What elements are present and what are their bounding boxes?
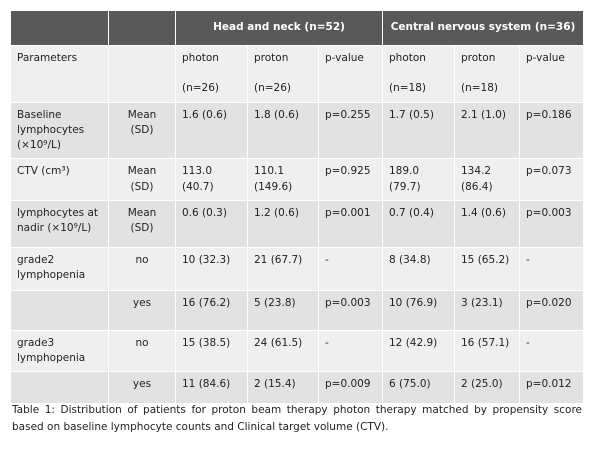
table-cell: 1.4 (0.6): [454, 199, 520, 248]
header-cell: [10, 10, 109, 46]
table-cell: grade3 lymphopenia: [10, 329, 109, 373]
table-cell: Parameters: [10, 45, 109, 103]
table-cell: grade2 lymphopenia: [10, 246, 109, 291]
table-row: grade3 lymphopenia no 15 (38.5) 24 (61.5) -1…: [10, 329, 584, 373]
table-cell: 113.0 (40.7): [175, 158, 248, 201]
table-cell: no: [108, 329, 176, 373]
table-body: Head and neck (n=52) Central nervous sys…: [10, 10, 584, 405]
table-cell: p=0.001: [318, 199, 383, 248]
header-row: Head and neck (n=52) Central nervous sys…: [10, 10, 584, 46]
table-cell: p=0.009: [318, 371, 383, 405]
table-cell: 12 (42.9): [382, 329, 455, 373]
table-cell: p=0.073: [519, 158, 584, 201]
table-cell: 1.8 (0.6): [247, 101, 319, 160]
table-cell: 2 (15.4): [247, 371, 319, 405]
table-row: lymphocytes at nadir (×10⁹/L) Mean (SD) 0.…: [10, 199, 584, 248]
table-cell: CTV (cm³): [10, 158, 109, 201]
header-cell: Central nervous system (n=36): [382, 10, 584, 46]
header-cell: [108, 10, 176, 46]
table-cell: -: [318, 329, 383, 373]
table-cell: p=0.020: [519, 289, 584, 331]
table-cell: 1.6 (0.6): [175, 101, 248, 160]
table-cell: [108, 45, 176, 103]
table-cell: 0.7 (0.4): [382, 199, 455, 248]
table-cell: photon (n=26): [175, 45, 248, 103]
table-cell: 110.1 (149.6): [247, 158, 319, 201]
table-cell: -: [519, 329, 584, 373]
table-cell: p=0.925: [318, 158, 383, 201]
table-cell: 2 (25.0): [454, 371, 520, 405]
table-cell: p=0.003: [519, 199, 584, 248]
table-cell: p=0.186: [519, 101, 584, 160]
table-cell: 15 (38.5): [175, 329, 248, 373]
table-cell: p-value: [519, 45, 584, 103]
table-cell: yes: [108, 289, 176, 331]
table-cell: Mean (SD): [108, 101, 176, 160]
table-cell: 1.7 (0.5): [382, 101, 455, 160]
table-cell: [10, 371, 109, 405]
table-cell: 6 (75.0): [382, 371, 455, 405]
table-cell: no: [108, 246, 176, 291]
table-row: grade2 lymphopenia no 10 (32.3) 21 (67.7) -8…: [10, 246, 584, 291]
table-cell: proton (n=26): [247, 45, 319, 103]
table-row: yes 11 (84.6) 2 (15.4) p=0.009 6 (75.0) 2 (25…: [10, 371, 584, 405]
data-table: Head and neck (n=52) Central nervous sys…: [10, 10, 584, 405]
table-cell: 3 (23.1): [454, 289, 520, 331]
table-cell: 0.6 (0.3): [175, 199, 248, 248]
header-cell: Head and neck (n=52): [175, 10, 383, 46]
table-cell: photon (n=18): [382, 45, 455, 103]
table-cell: Baseline lymphocytes (×10⁹/L): [10, 101, 109, 160]
table-cell: 24 (61.5): [247, 329, 319, 373]
table-cell: [10, 289, 109, 331]
table-cell: p=0.012: [519, 371, 584, 405]
table-cell: 1.2 (0.6): [247, 199, 319, 248]
table-cell: 5 (23.8): [247, 289, 319, 331]
table-cell: proton (n=18): [454, 45, 520, 103]
table-row: Parameters photon (n=26) proton (n=26) p-va…: [10, 45, 584, 103]
table-cell: 16 (76.2): [175, 289, 248, 331]
table-wrap: Head and neck (n=52) Central nervous sys…: [10, 10, 584, 405]
table-cell: p=0.003: [318, 289, 383, 331]
table-cell: yes: [108, 371, 176, 405]
table-cell: 134.2 (86.4): [454, 158, 520, 201]
table-cell: -: [318, 246, 383, 291]
table-cell: Mean (SD): [108, 158, 176, 201]
table-row: yes 16 (76.2) 5 (23.8) p=0.003 10 (76.9) 3 (2…: [10, 289, 584, 331]
table-row: CTV (cm³) Mean (SD) 113.0 (40.7) 110.1 (149…: [10, 158, 584, 201]
table-cell: 11 (84.6): [175, 371, 248, 405]
table-cell: 10 (32.3): [175, 246, 248, 291]
table-row: Baseline lymphocytes (×10⁹/L) Mean (SD) 1.…: [10, 101, 584, 160]
caption: Table 1: Distribution of patients for pr…: [12, 404, 582, 433]
table-cell: -: [519, 246, 584, 291]
table-cell: 189.0 (79.7): [382, 158, 455, 201]
table-cell: Mean (SD): [108, 199, 176, 248]
table-cell: 21 (67.7): [247, 246, 319, 291]
table-cell: 10 (76.9): [382, 289, 455, 331]
table-cell: p=0.255: [318, 101, 383, 160]
table-cell: lymphocytes at nadir (×10⁹/L): [10, 199, 109, 248]
table-cell: 16 (57.1): [454, 329, 520, 373]
table-cell: p-value: [318, 45, 383, 103]
table-cell: 15 (65.2): [454, 246, 520, 291]
table-cell: 2.1 (1.0): [454, 101, 520, 160]
table-cell: 8 (34.8): [382, 246, 455, 291]
